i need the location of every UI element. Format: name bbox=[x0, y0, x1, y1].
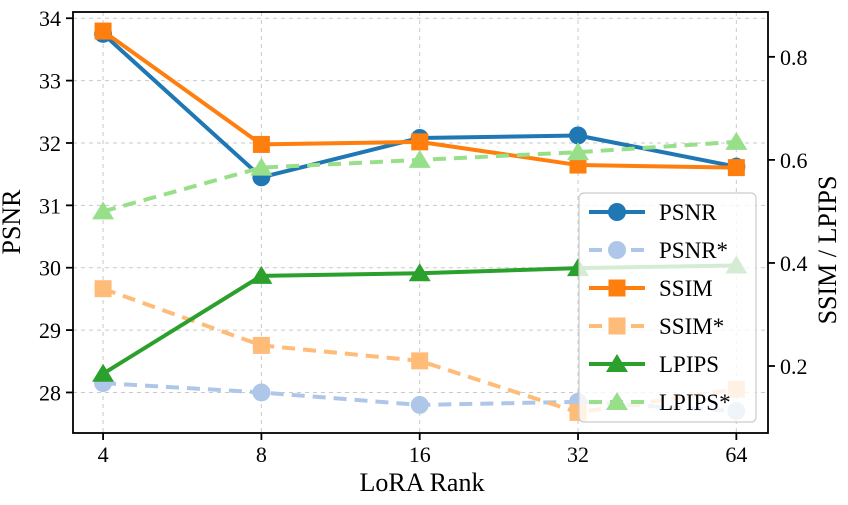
left-tick-label: 34 bbox=[39, 6, 61, 31]
square-marker bbox=[252, 336, 270, 354]
square-marker bbox=[411, 133, 429, 151]
square-marker bbox=[569, 156, 587, 174]
right-tick-label: 0.8 bbox=[780, 45, 808, 70]
right-tick-label: 0.2 bbox=[780, 354, 808, 379]
series-ssim bbox=[94, 22, 745, 177]
triangle-marker bbox=[92, 201, 115, 220]
left-tick-label: 30 bbox=[39, 256, 61, 281]
legend-square-marker bbox=[608, 317, 626, 335]
left-tick-label: 32 bbox=[39, 131, 61, 156]
x-tick-label: 32 bbox=[567, 442, 589, 467]
legend-triangle-marker bbox=[606, 392, 628, 410]
left-tick-label: 29 bbox=[39, 318, 61, 343]
legend-label: LPIPS* bbox=[659, 390, 731, 415]
axis-ticks: 28 29 30 31 32 33 34 0.2 0.4 0.6 0.8 4 8 16 32 64 bbox=[39, 6, 808, 467]
legend-item-ssim-star: SSIM* bbox=[589, 314, 724, 339]
legend: PSNR PSNR* SSIM SSIM* LPIPS LPIPS* bbox=[578, 192, 757, 423]
legend-square-marker bbox=[608, 279, 626, 297]
square-marker bbox=[411, 352, 429, 370]
x-tick-label: 4 bbox=[98, 442, 109, 467]
legend-circle-marker bbox=[608, 241, 626, 259]
x-tick-label: 16 bbox=[409, 442, 431, 467]
circle-marker bbox=[252, 383, 271, 402]
circle-marker bbox=[410, 395, 429, 414]
triangle-marker bbox=[725, 131, 748, 150]
right-tick-label: 0.4 bbox=[780, 251, 808, 276]
series-lpips-star bbox=[92, 131, 748, 220]
legend-label: PSNR* bbox=[659, 238, 728, 263]
triangle-marker bbox=[408, 149, 431, 168]
x-axis-title: LoRA Rank bbox=[360, 468, 485, 497]
triangle-marker bbox=[567, 142, 590, 161]
triangle-marker bbox=[250, 265, 273, 284]
legend-item-psnr: PSNR bbox=[589, 200, 717, 225]
square-marker bbox=[727, 159, 745, 177]
square-marker bbox=[94, 22, 112, 40]
x-tick-label: 64 bbox=[725, 442, 747, 467]
legend-item-ssim: SSIM bbox=[589, 276, 713, 301]
legend-triangle-marker bbox=[606, 354, 628, 372]
legend-label: SSIM bbox=[659, 276, 713, 301]
triangle-marker bbox=[92, 363, 115, 382]
triangle-marker bbox=[250, 157, 273, 176]
left-tick-label: 33 bbox=[39, 69, 61, 94]
legend-label: LPIPS bbox=[659, 352, 719, 377]
legend-circle-marker bbox=[608, 203, 626, 221]
triangle-marker bbox=[408, 263, 431, 282]
square-marker bbox=[252, 135, 270, 153]
left-axis-title: PSNR bbox=[0, 189, 26, 255]
right-axis-title: SSIM / LPIPS bbox=[813, 176, 842, 325]
left-tick-label: 28 bbox=[39, 380, 61, 405]
legend-item-lpips-star: LPIPS* bbox=[589, 390, 731, 415]
legend-item-lpips: LPIPS bbox=[589, 352, 719, 377]
legend-item-psnr-star: PSNR* bbox=[589, 238, 728, 263]
left-tick-label: 31 bbox=[39, 193, 61, 218]
square-marker bbox=[94, 280, 112, 298]
legend-box bbox=[578, 192, 757, 423]
legend-label: SSIM* bbox=[659, 314, 724, 339]
legend-label: PSNR bbox=[659, 200, 717, 225]
right-tick-label: 0.6 bbox=[780, 148, 808, 173]
x-tick-label: 8 bbox=[256, 442, 267, 467]
circle-marker bbox=[569, 126, 588, 145]
